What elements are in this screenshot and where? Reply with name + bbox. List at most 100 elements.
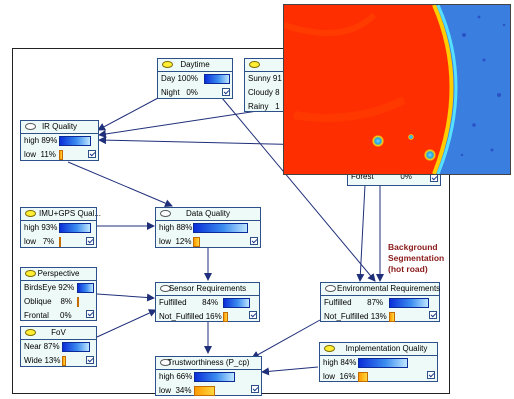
state-label: high 89% xyxy=(24,136,58,145)
state-label: Near 87% xyxy=(24,342,60,351)
probability-bar xyxy=(358,372,368,382)
checkbox-icon[interactable] xyxy=(86,356,94,364)
probability-bar xyxy=(194,372,235,382)
probability-bar xyxy=(389,298,429,308)
probability-bar xyxy=(59,237,61,247)
state-label: high 93% xyxy=(24,223,58,232)
node-environmental-requirements[interactable]: Environmental Requirements Fulfilled 87%… xyxy=(320,282,440,322)
state-row: Not_Fulfilled 16% xyxy=(156,310,259,324)
checkbox-icon[interactable] xyxy=(86,310,94,318)
node-ir-quality[interactable]: IR Quality high 89% low 11% xyxy=(20,120,99,161)
hot-spot xyxy=(372,135,384,147)
node-title: Environmental Requirements xyxy=(337,284,441,293)
state-row: Day 100% xyxy=(158,72,232,86)
state-row: low 16% xyxy=(320,370,437,384)
state-label: low 12% xyxy=(159,237,192,246)
state-row: high 89% xyxy=(21,134,98,148)
state-label: Cloudy 8 xyxy=(248,88,280,97)
state-row: Sunny 91 xyxy=(245,72,303,86)
probability-bar xyxy=(389,312,395,322)
probability-bar xyxy=(62,356,66,366)
checkbox-icon[interactable] xyxy=(222,88,230,96)
checkbox-icon[interactable] xyxy=(250,237,258,245)
state-row: high 88% xyxy=(156,221,260,235)
checkbox-icon[interactable] xyxy=(429,311,437,319)
state-row: Fulfilled 84% xyxy=(156,296,259,310)
node-title: Data Quality xyxy=(185,209,231,218)
node-title: Trustworthiness (P_cp) xyxy=(167,358,250,367)
node-title: IMU+GPS Qual... xyxy=(39,209,102,218)
evidence-indicator-icon xyxy=(162,61,173,68)
evidence-indicator-icon xyxy=(324,345,335,352)
state-label: low 11% xyxy=(24,150,56,159)
state-row: high 84% xyxy=(320,356,437,370)
state-row: Wide 13% xyxy=(21,354,96,368)
probability-bar xyxy=(204,74,230,84)
probability-bar xyxy=(193,237,200,247)
state-row: Frontal 0% xyxy=(21,309,96,323)
state-label: Fulfilled 84% xyxy=(159,298,219,307)
edge-envreq-trust xyxy=(251,319,321,359)
node-title: Implementation Quality xyxy=(345,344,428,353)
edge-daytime-irquality xyxy=(97,97,159,131)
state-label: Not_Fulfilled 13% xyxy=(324,312,387,321)
node-indicator-icon xyxy=(25,123,36,130)
state-row: Near 87% xyxy=(21,340,96,354)
checkbox-icon[interactable] xyxy=(88,150,96,158)
checkbox-icon[interactable] xyxy=(249,311,257,319)
state-label: Sunny 91 xyxy=(248,74,282,83)
node-daytime[interactable]: Daytime Day 100% Night 0% xyxy=(157,58,233,99)
state-row: Rainy 1 xyxy=(245,100,303,114)
node-data-quality[interactable]: Data Quality high 88% low 12% xyxy=(155,207,261,248)
state-row: BirdsEye 92% xyxy=(21,281,96,295)
checkbox-icon[interactable] xyxy=(251,385,259,393)
state-label: low 7% xyxy=(24,237,55,246)
node-implementation-quality[interactable]: Implementation Quality high 84% low 16% xyxy=(319,342,438,382)
node-title: Perspective xyxy=(37,269,80,278)
state-label: BirdsEye 92% xyxy=(24,283,75,292)
checkbox-icon[interactable] xyxy=(86,237,94,245)
annotation-label: Background Segmentation (hot road) xyxy=(388,242,445,274)
edge-forest-envreq-a xyxy=(356,184,366,282)
checkbox-icon[interactable] xyxy=(427,371,435,379)
state-row: Not_Fulfilled 13% xyxy=(321,310,439,324)
node-indicator-icon xyxy=(160,210,171,217)
state-row: high 66% xyxy=(156,370,261,384)
node-fov[interactable]: FoV Near 87% Wide 13% xyxy=(20,326,97,367)
probability-bar xyxy=(193,223,248,233)
state-row: Cloudy 8 xyxy=(245,86,303,100)
node-indicator-icon xyxy=(160,285,171,292)
probability-bar xyxy=(59,136,91,146)
probability-bar xyxy=(77,283,94,293)
hot-spot xyxy=(408,134,414,140)
node-trustworthiness[interactable]: Trustworthiness (P_cp) high 66% low 34% xyxy=(155,356,262,396)
edge-fov-sensorreq xyxy=(96,309,157,338)
state-row: low 34% xyxy=(156,384,261,398)
state-label: Not_Fulfilled 16% xyxy=(159,312,222,321)
state-row: low 12% xyxy=(156,235,260,249)
probability-bar xyxy=(77,297,79,307)
state-row: low 7% xyxy=(21,235,96,249)
edge-daytime-envreq xyxy=(221,97,376,282)
probability-bar xyxy=(59,223,91,233)
node-perspective[interactable]: Perspective BirdsEye 92% Oblique 8% Fron… xyxy=(20,267,97,321)
probability-bar xyxy=(223,312,228,322)
state-row: Oblique 8% xyxy=(21,295,96,309)
hot-spot xyxy=(424,149,436,161)
node-sensor-requirements[interactable]: Sensor Requirements Fulfilled 84% Not_Fu… xyxy=(155,282,260,322)
state-label: Frontal 0% xyxy=(24,311,72,320)
node-indicator-icon xyxy=(160,359,171,366)
node-imu-gps-quality[interactable]: IMU+GPS Qual... high 93% low 7% xyxy=(20,207,102,249)
state-label: Oblique 8% xyxy=(24,297,73,306)
checkbox-icon[interactable] xyxy=(430,174,438,182)
state-row: Night 0% xyxy=(158,86,232,100)
edge-perspective-sensorreq xyxy=(96,293,155,302)
state-label: high 84% xyxy=(323,358,357,367)
probability-bar xyxy=(223,298,250,308)
evidence-indicator-icon xyxy=(25,329,36,336)
state-label: Fulfilled 87% xyxy=(324,298,384,307)
node-title: IR Quality xyxy=(41,122,78,131)
edge-implquality-trust xyxy=(261,366,319,376)
